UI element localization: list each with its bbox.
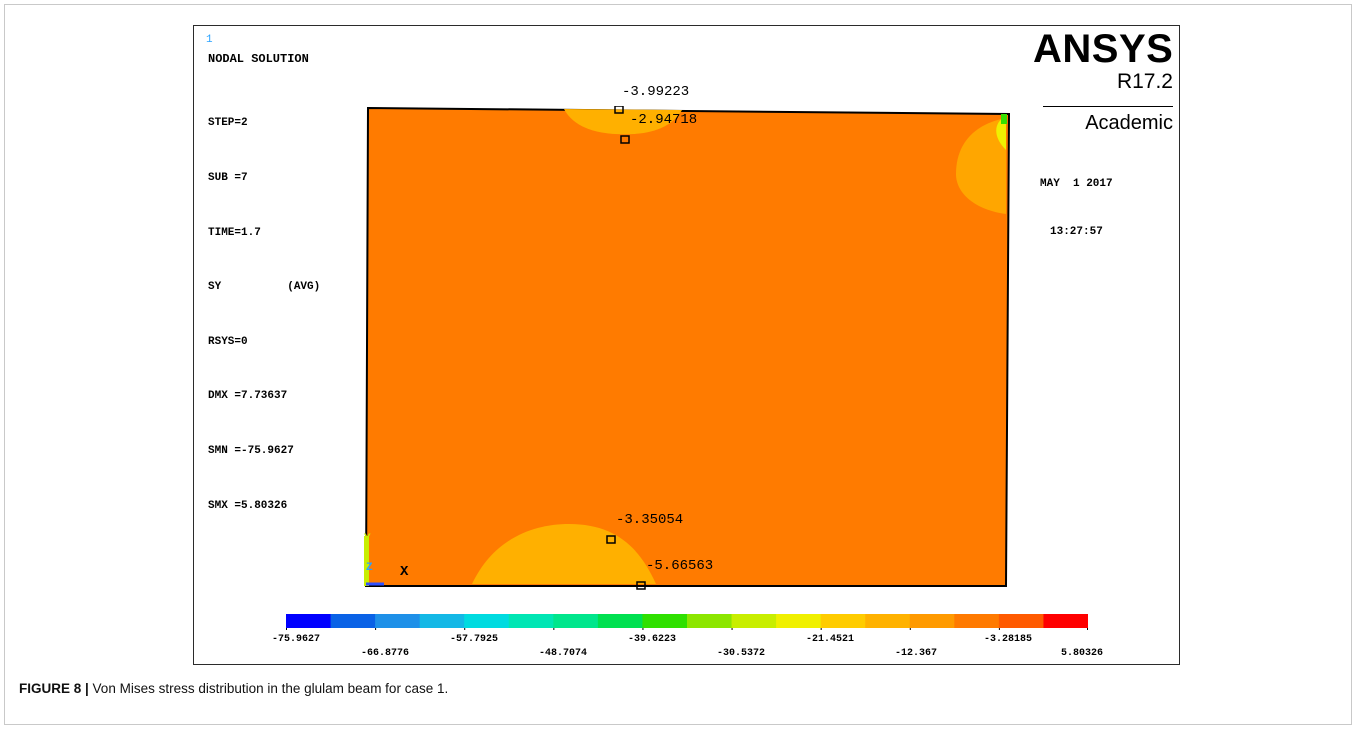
node-marker-4 [636,581,646,590]
info-step: STEP=2 [208,117,248,130]
legend-swatch [776,614,822,628]
caption-text: Von Mises stress distribution in the glu… [88,681,449,696]
legend-label: -39.6223 [628,634,677,645]
legend-swatch [286,614,332,628]
legend-label: -48.7074 [539,648,588,659]
legend-swatch [553,614,599,628]
corner-peak-marker [1001,114,1007,124]
legend-label: 5.80326 [1061,648,1104,659]
brand-divider [1043,106,1173,107]
nodal-solution-title: NODAL SOLUTION [208,52,309,66]
legend-swatch [419,614,465,628]
contour-legend: -75.9627 -57.7925 -39.6223 -21.4521 -3.2… [272,614,1103,659]
legend-label: -30.5372 [717,648,766,659]
beam-model [364,105,1014,596]
time-text: 13:27:57 [1050,226,1103,238]
info-smn: SMN =-75.9627 [208,444,294,457]
caption-label: FIGURE 8 | [19,681,89,696]
info-time: TIME=1.7 [208,226,261,239]
corner-stress-region [956,118,1006,214]
annotation-value: -5.66563 [646,558,714,574]
timestamp: MAY 1 2017 13:27:57 [1040,144,1113,272]
legend-swatch [998,614,1044,628]
brand-version: R17.2 [1116,70,1173,93]
legend-swatch [687,614,733,628]
annotation-value: -2.94718 [630,112,698,128]
figure-caption: FIGURE 8 | Von Mises stress distribution… [19,681,448,696]
legend-swatch [865,614,911,628]
info-dmx: DMX =7.73637 [208,390,288,403]
legend-label: -75.9627 [272,634,321,645]
legend-swatch [642,614,688,628]
left-support-strip [364,536,369,586]
ansys-logo: ANSYS R17.2 Academic [1033,27,1174,134]
window-number: 1 [206,34,213,46]
legend-swatch [909,614,955,628]
legend-swatch [954,614,1000,628]
low-stress-region-bottom [472,524,656,584]
annotation-value: -3.35054 [616,512,684,528]
stress-field [364,106,1011,587]
solution-info: STEP=2 SUB =7 TIME=1.7 SY (AVG) RSYS=0 D… [208,78,320,551]
corner-hot-region [996,116,1006,150]
beam-contour-svg [364,105,1011,590]
legend-swatch [731,614,777,628]
info-rsys: RSYS=0 [208,335,248,348]
legend-swatch [1043,614,1089,628]
legend-label: -66.8776 [361,648,410,659]
node-marker-3 [606,535,616,544]
node-marker-1 [614,105,624,114]
legend-label: -3.28185 [984,634,1033,645]
legend-color-bar [286,614,1089,630]
node-marker-2 [620,135,630,144]
date-text: MAY 1 2017 [1040,178,1113,190]
legend-swatch [464,614,510,628]
legend-label: -57.7925 [450,634,499,645]
info-smx: SMX =5.80326 [208,499,288,512]
legend-label: -12.367 [895,648,938,659]
low-stress-region-top [564,109,682,135]
brand-edition: Academic [1085,112,1173,134]
info-component: SY (AVG) [208,281,321,294]
legend-label: -21.4521 [806,634,855,645]
legend-swatch [330,614,376,628]
brand-name: ANSYS [1033,27,1174,71]
ansys-plot-window: 1 NODAL SOLUTION STEP=2 SUB =7 TIME=1.7 … [193,25,1180,665]
x-axis-label: X [400,564,409,580]
y-axis-label: Y [364,533,371,545]
z-axis-label: Z [366,562,373,574]
legend-swatch [508,614,554,628]
info-sub: SUB =7 [208,172,248,184]
figure-frame: 1 NODAL SOLUTION STEP=2 SUB =7 TIME=1.7 … [4,4,1352,725]
legend-swatch [597,614,643,628]
legend-swatch [375,614,421,628]
annotation-value: -3.99223 [622,84,690,100]
legend-swatch [820,614,866,628]
